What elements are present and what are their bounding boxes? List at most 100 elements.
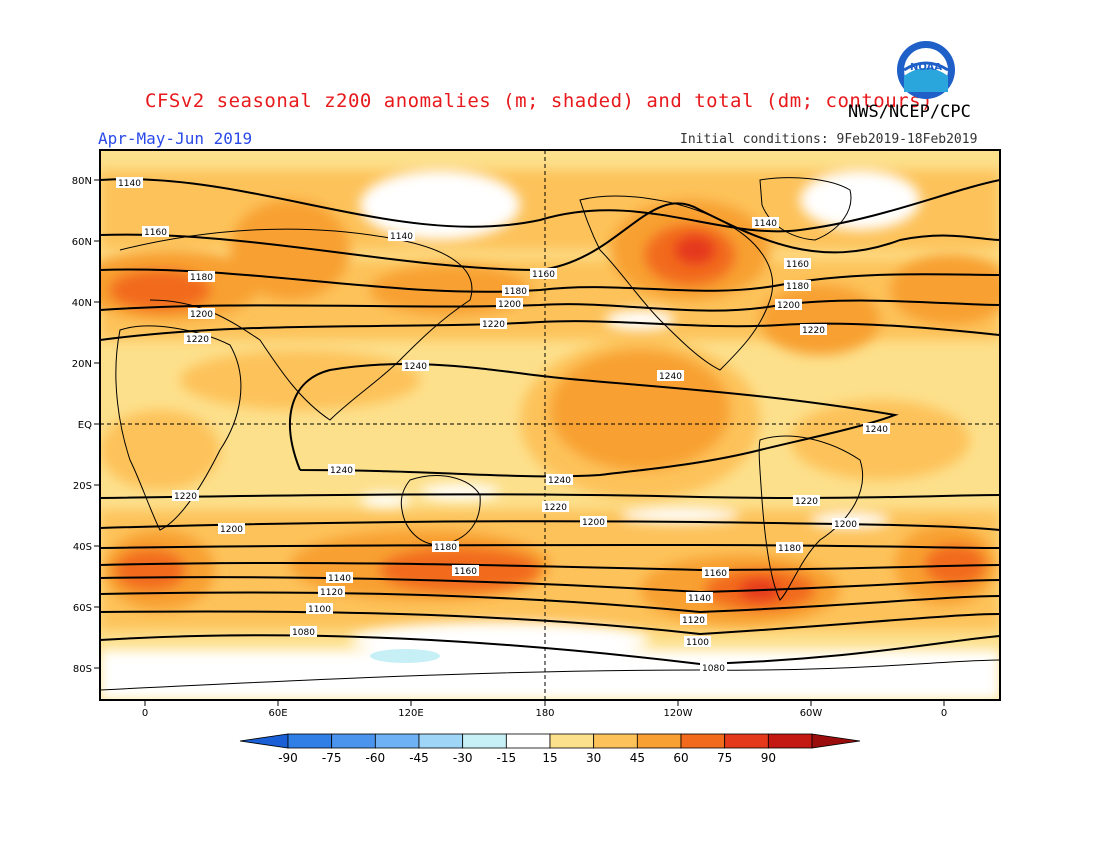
coastlines [100, 177, 1000, 691]
agency-label: NWS/NCEP/CPC [848, 102, 971, 122]
contour-label: 1240 [328, 464, 355, 476]
svg-text:1180: 1180 [778, 544, 801, 554]
europe-asia-coastline [119, 228, 473, 421]
svg-text:1160: 1160 [144, 228, 167, 238]
contour-label: 1200 [496, 298, 523, 310]
colorbar-segment [331, 733, 376, 749]
colorbar-tick-label: 90 [761, 751, 776, 765]
contour-line-1160-south [100, 561, 1000, 572]
contour-label: 1160 [142, 226, 169, 238]
lon-label-120e: 120E [398, 708, 423, 719]
contour-line-1080-south [100, 634, 1000, 666]
lon-label-0: 0 [142, 708, 148, 719]
svg-text:1180: 1180 [434, 543, 457, 553]
lat-label-40n: 40N [72, 298, 92, 309]
svg-text:1180: 1180 [786, 282, 809, 292]
svg-text:1120: 1120 [682, 616, 705, 626]
colorbar-tick-label: -75 [322, 751, 342, 765]
contour-label: 1200 [775, 299, 802, 311]
contour-label: 1200 [188, 308, 215, 320]
contour-label: 1200 [580, 516, 607, 528]
svg-text:1220: 1220 [802, 326, 825, 336]
latitude-axis: 80N 60N 40N 20N EQ 20S 40S 60S 80S [72, 176, 100, 675]
contour-line-1140-south [100, 576, 1000, 594]
svg-text:1240: 1240 [659, 372, 682, 382]
contour-line-1180-north [100, 268, 1000, 293]
contour-label: 1220 [800, 324, 827, 336]
contour-label: 1180 [188, 271, 215, 283]
svg-text:1200: 1200 [582, 518, 605, 528]
contour-label: 1240 [863, 423, 890, 435]
contour-label: 1140 [752, 217, 779, 229]
colorbar-tick-label: -30 [453, 751, 473, 765]
north-america-coastline [579, 195, 774, 371]
contour-line-1220-south [100, 493, 1000, 499]
svg-text:1220: 1220 [186, 335, 209, 345]
contour-label: 1200 [832, 518, 859, 530]
longitude-axis: 0 60E 120E 180 120W 60W 0 [142, 700, 947, 719]
contour-label: 1140 [116, 177, 143, 189]
colorbar-tick-label: -60 [366, 751, 386, 765]
contour-line-1120-south [100, 591, 1000, 614]
svg-text:1100: 1100 [308, 605, 331, 615]
initial-conditions-label: Initial conditions: 9Feb2019-18Feb2019 [680, 132, 978, 147]
lat-label-20n: 20N [72, 359, 92, 370]
colorbar-segment [505, 733, 551, 749]
colorbar-tick-label: 45 [630, 751, 645, 765]
lat-label-60s: 60S [73, 603, 92, 614]
colorbar-segment [287, 733, 333, 749]
contour-label: 1140 [388, 230, 415, 242]
contour-label: 1080 [290, 626, 317, 638]
colorbar-arrow-left [239, 733, 289, 749]
contour-label: 1120 [318, 586, 345, 598]
lat-label-20s: 20S [73, 481, 92, 492]
colorbar-segment [680, 733, 726, 749]
map-title: CFSv2 seasonal z200 anomalies (m; shaded… [145, 90, 933, 112]
colorbar-segment [374, 733, 420, 749]
svg-text:1240: 1240 [548, 476, 571, 486]
contour-label: 1240 [546, 474, 573, 486]
colorbar-segment [418, 733, 464, 749]
svg-text:1140: 1140 [118, 179, 141, 189]
lat-label-80s: 80S [73, 664, 92, 675]
lat-label-80n: 80N [72, 176, 92, 187]
contour-label: 1180 [432, 541, 459, 553]
svg-text:1140: 1140 [390, 232, 413, 242]
svg-text:1180: 1180 [190, 273, 213, 283]
lat-label-40s: 40S [73, 542, 92, 553]
svg-text:1080: 1080 [702, 664, 725, 674]
svg-text:1160: 1160 [786, 260, 809, 270]
svg-text:1160: 1160 [532, 270, 555, 280]
contour-label: 1140 [686, 592, 713, 604]
contour-line-1240-ring [289, 363, 899, 478]
contour-label: 1220 [542, 501, 569, 513]
contour-labels: 1140 1140 1140 1140 1140 1160 1160 1160 … [116, 177, 890, 674]
svg-text:1140: 1140 [328, 574, 351, 584]
contour-label: 1240 [657, 370, 684, 382]
contour-line-1200-south [100, 520, 1000, 531]
contour-line-1160-north [100, 202, 1000, 272]
colorbar-segment [636, 733, 682, 749]
svg-text:1220: 1220 [482, 320, 505, 330]
colorbar-tick-label: -15 [497, 751, 517, 765]
colorbar-segment [593, 733, 638, 749]
lat-label-60n: 60N [72, 237, 92, 248]
svg-text:1240: 1240 [404, 362, 427, 372]
svg-text:1220: 1220 [174, 492, 197, 502]
contour-label: 1180 [784, 280, 811, 292]
svg-text:1160: 1160 [704, 569, 727, 579]
contour-line-1200-north [100, 299, 1000, 312]
lon-label-60w: 60W [800, 708, 823, 719]
colorbar-tick-label: 60 [673, 751, 688, 765]
contour-label: 1200 [218, 523, 245, 535]
contour-label: 1180 [502, 285, 529, 297]
colorbar: -90 -75 -60 -45 -30 -15 15 30 45 60 75 90 [239, 733, 861, 765]
colorbar-tick-label: -90 [278, 751, 298, 765]
contour-label: 1160 [784, 258, 811, 270]
contour-label: 1160 [452, 565, 479, 577]
svg-text:1140: 1140 [688, 594, 711, 604]
map-frame [99, 149, 1001, 701]
contour-line-1220-north [100, 320, 1000, 341]
colorbar-tick-label: 15 [542, 751, 557, 765]
contour-line-1100-south [100, 610, 1000, 636]
